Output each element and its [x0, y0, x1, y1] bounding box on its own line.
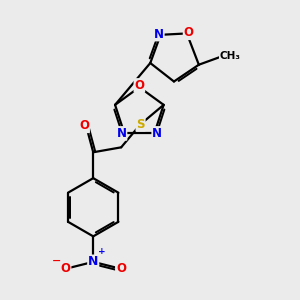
Text: N: N [152, 127, 162, 140]
Text: O: O [116, 262, 126, 275]
Text: N: N [154, 28, 164, 40]
Text: −: − [52, 256, 61, 266]
Text: CH₃: CH₃ [220, 51, 241, 61]
Text: N: N [116, 127, 127, 140]
Text: N: N [88, 255, 98, 268]
Text: O: O [184, 26, 194, 39]
Text: O: O [61, 262, 70, 275]
Text: O: O [134, 79, 144, 92]
Text: S: S [136, 118, 145, 131]
Text: O: O [79, 119, 89, 132]
Text: +: + [98, 248, 106, 256]
